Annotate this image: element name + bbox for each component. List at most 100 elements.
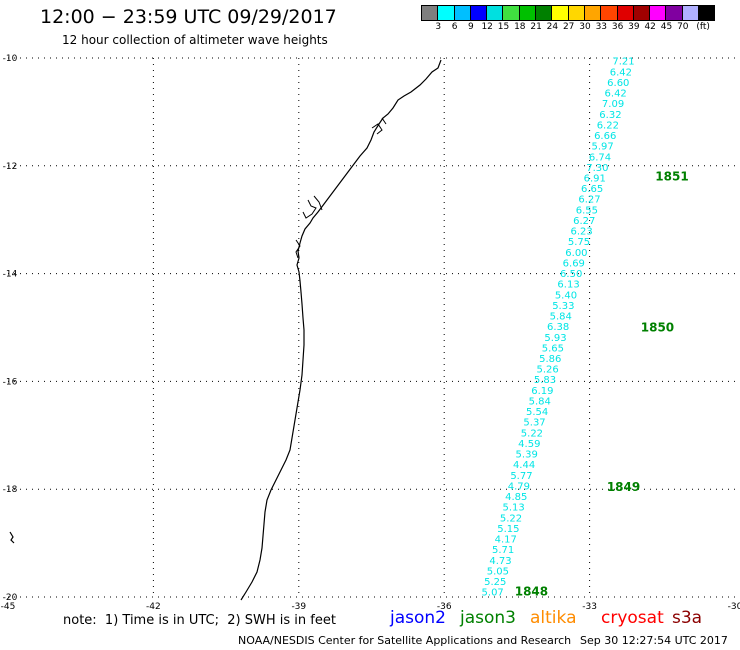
legend-jason3: jason3 [460, 608, 516, 628]
wave-height-value: 5.65 [542, 343, 564, 354]
wave-height-value: 7.21 [612, 57, 634, 68]
lat-tick-label: -20 [3, 593, 18, 603]
wave-height-value: 5.71 [492, 545, 514, 556]
legend-cryosat: cryosat [601, 608, 664, 628]
wave-height-value: 6.42 [605, 89, 627, 100]
wave-height-value: 4.79 [508, 481, 530, 492]
wave-height-value: 5.54 [526, 407, 548, 418]
color-legend-label: 6 [451, 22, 458, 32]
legend-altika: altika [530, 608, 577, 628]
color-legend-label: 45 [660, 22, 673, 32]
wave-height-value: 6.19 [531, 386, 553, 397]
wave-height-value: 6.91 [584, 173, 606, 184]
wave-height-value: 5.22 [500, 513, 522, 524]
color-swatch [698, 5, 716, 21]
wave-height-value: 6.00 [565, 248, 587, 259]
page-title: 12:00 − 23:59 UTC 09/29/2017 [40, 6, 337, 28]
wave-height-value: 6.38 [547, 322, 569, 333]
color-legend-label: 70 [677, 22, 689, 32]
lon-tick-label: -30 [728, 602, 740, 612]
wave-height-value: 6.69 [563, 258, 585, 269]
color-legend-label: 21 [530, 22, 542, 32]
wave-height-value: 5.93 [544, 333, 566, 344]
wave-height-value: 5.86 [539, 354, 561, 365]
lat-tick-label: -10 [3, 54, 18, 64]
wave-height-value: 6.55 [576, 205, 598, 216]
wave-height-value: 6.60 [607, 78, 629, 89]
color-legend [421, 5, 716, 21]
wave-height-value: 5.39 [516, 450, 538, 461]
wave-height-value: 5.25 [484, 577, 506, 588]
wave-height-value: 5.26 [536, 365, 558, 376]
wave-height-value: 4.85 [505, 492, 527, 503]
legend-jason2: jason2 [390, 608, 446, 628]
legend-s3a: s3a [672, 608, 703, 628]
color-legend-label: (ft) [696, 22, 710, 32]
color-legend-label: 15 [497, 22, 510, 32]
footer-credit: NOAA/NESDIS Center for Satellite Applica… [238, 634, 572, 647]
lat-tick-label: -14 [3, 270, 18, 280]
wave-height-value: 7.30 [586, 163, 608, 174]
lat-tick-label: -18 [3, 485, 18, 495]
wave-height-value: 5.15 [497, 524, 519, 535]
color-legend-label: 9 [468, 22, 474, 32]
wave-height-value: 7.09 [602, 99, 624, 110]
time-label: 1850 [641, 321, 674, 335]
coastline [9, 59, 442, 601]
lon-tick-label: -33 [582, 602, 597, 612]
wave-height-value: 5.05 [487, 566, 509, 577]
wave-height-value: 6.27 [578, 195, 600, 206]
wave-height-value: 5.33 [552, 301, 574, 312]
color-legend-label: 30 [579, 22, 591, 32]
color-legend-label: 42 [644, 22, 656, 32]
page-subtitle: 12 hour collection of altimeter wave hei… [62, 33, 328, 47]
wave-height-value: 6.50 [560, 269, 582, 280]
coastline-fragment [9, 531, 15, 544]
wave-height-value: 6.32 [599, 110, 621, 121]
lon-tick-label: -45 [1, 602, 16, 612]
footer-timestamp: Sep 30 12:27:54 UTC 2017 [580, 634, 728, 647]
wave-height-value: 4.44 [513, 460, 535, 471]
color-legend-label: 3 [435, 22, 442, 32]
wave-height-value: 6.42 [610, 67, 632, 78]
wave-height-value: 5.40 [555, 290, 577, 301]
wave-height-value: 6.27 [573, 216, 595, 227]
color-legend-label: 27 [562, 22, 575, 32]
time-label: 1848 [515, 585, 548, 599]
lat-tick-label: -12 [3, 162, 18, 172]
wave-height-value: 5.37 [523, 418, 545, 429]
lat-tick-label: -16 [3, 377, 18, 387]
wave-height-value: 6.23 [571, 227, 593, 238]
altimeter-track: 7.216.426.606.427.096.326.226.665.976.74… [482, 57, 635, 599]
wave-height-value: 6.13 [557, 280, 579, 291]
lon-tick-label: -36 [437, 602, 452, 612]
wave-height-value: 4.17 [495, 535, 517, 546]
color-legend-labels: 3 6 9 12 15 18 21 24 27 30 33 36 39 42 45 70 (ft) [421, 22, 740, 34]
wave-height-value: 5.83 [534, 375, 556, 386]
wave-height-value: 5.97 [591, 142, 613, 153]
wave-height-value: 5.84 [550, 312, 572, 323]
time-labels: 1851 1850 1849 1848 [515, 170, 689, 599]
color-legend-label: 12 [481, 22, 493, 32]
time-label: 1851 [655, 170, 688, 184]
wave-height-value: 4.73 [489, 556, 511, 567]
wave-height-value: 6.22 [597, 120, 619, 131]
color-legend-label: 18 [514, 22, 526, 32]
wave-height-value: 6.74 [589, 152, 611, 163]
axis-tick-labels: -45 -42 -39 -36 -33 -30 -10 -12 -14 -16 -18 -20 [1, 54, 740, 612]
lon-tick-label: -42 [146, 602, 161, 612]
color-legend-label: 24 [546, 22, 559, 32]
wave-height-value: 6.65 [581, 184, 603, 195]
wave-height-value: 5.22 [521, 428, 543, 439]
wave-height-value: 5.13 [502, 503, 524, 514]
lon-tick-label: -39 [291, 602, 306, 612]
note-text: note: 1) Time is in UTC; 2) SWH is in fe… [63, 613, 336, 628]
wave-height-value: 4.59 [518, 439, 540, 450]
wave-height-value: 6.66 [594, 131, 616, 142]
wave-height-value: 5.84 [529, 396, 551, 407]
color-legend-label: 36 [611, 22, 624, 32]
wave-height-value: 5.07 [482, 588, 504, 599]
wave-height-value: 5.75 [568, 237, 590, 248]
wave-height-value: 5.77 [510, 471, 532, 482]
